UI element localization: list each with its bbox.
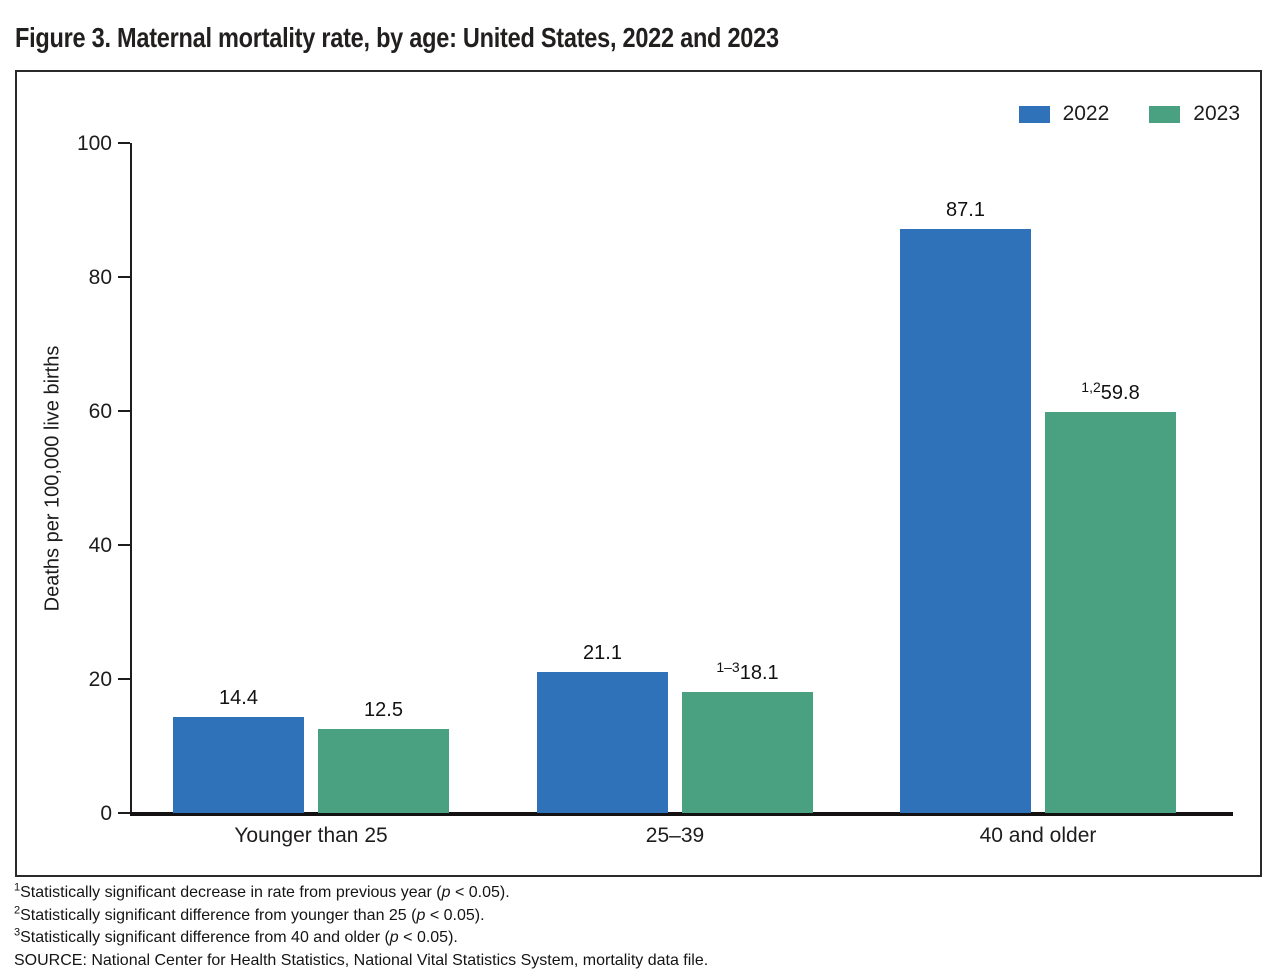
y-axis-title: Deaths per 100,000 live births	[41, 345, 64, 612]
bar-value-2023-1: 1–318.1	[716, 658, 779, 684]
legend-item-2023: 2023	[1149, 102, 1240, 126]
y-tick-label: 40	[88, 534, 112, 557]
figure-title: Figure 3. Maternal mortality rate, by ag…	[15, 22, 779, 53]
x-axis-line	[130, 812, 1233, 816]
y-tick	[118, 544, 130, 546]
y-tick	[118, 142, 130, 144]
bar-value-2022-2: 87.1	[946, 199, 985, 222]
bar-2023-1	[682, 691, 813, 813]
chart-frame: 2022 2023 Deaths per 100,000 live births …	[15, 70, 1262, 877]
y-tick	[118, 678, 130, 680]
footnotes: 1Statistically significant decrease in r…	[14, 882, 708, 972]
footnote-3: 3Statistically significant difference fr…	[14, 926, 458, 946]
y-tick	[118, 812, 130, 814]
y-tick-label: 80	[88, 266, 112, 289]
y-tick-label: 100	[76, 132, 112, 155]
bar-value-2022-0: 14.4	[219, 686, 258, 709]
bar-2022-0	[173, 716, 304, 813]
significance-superscript: 1,2	[1081, 379, 1101, 396]
x-category-label: 25–39	[645, 824, 705, 847]
legend-swatch	[1018, 105, 1050, 123]
x-category-label: Younger than 25	[234, 824, 388, 847]
legend-label: 2023	[1193, 102, 1240, 125]
source-note: SOURCE: National Center for Health Stati…	[14, 951, 709, 969]
bar-2023-0	[318, 729, 449, 813]
legend: 2022 2023	[1018, 102, 1240, 126]
y-tick-label: 20	[88, 668, 112, 691]
legend-item-2022: 2022	[1018, 102, 1110, 126]
significance-superscript: 1–3	[716, 658, 740, 675]
footnote-2: 2Statistically significant difference fr…	[14, 904, 485, 924]
x-category-label: 40 and older	[979, 824, 1097, 847]
y-tick-label: 0	[100, 802, 112, 825]
y-tick-label: 60	[88, 400, 112, 423]
legend-label: 2022	[1062, 102, 1110, 125]
y-tick	[118, 276, 130, 278]
bar-2023-2	[1045, 412, 1176, 813]
y-tick	[118, 410, 130, 412]
bar-2022-1	[537, 671, 668, 813]
bar-value-2023-0: 12.5	[364, 699, 403, 722]
bar-value-2023-2: 1,259.8	[1081, 379, 1140, 405]
bar-2022-2	[900, 229, 1031, 813]
y-axis-line	[130, 143, 132, 815]
footnote-1: 1Statistically significant decrease in r…	[14, 881, 510, 901]
legend-swatch	[1149, 105, 1181, 123]
bar-value-2022-1: 21.1	[583, 641, 622, 664]
